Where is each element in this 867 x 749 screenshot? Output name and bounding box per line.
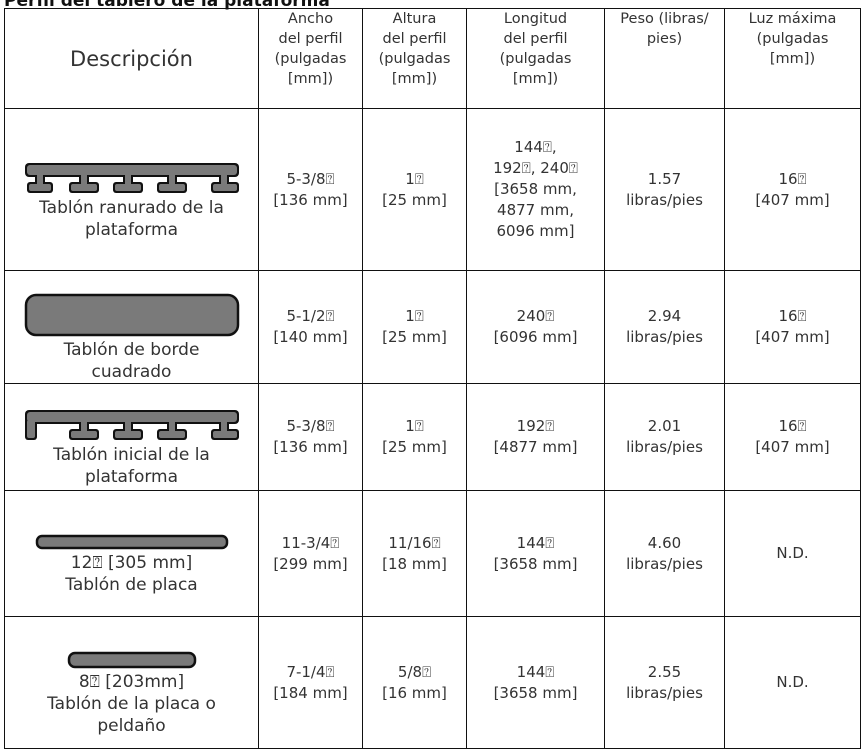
cell: N.D. [724, 490, 861, 617]
cell: 2.55 libras/pies [604, 616, 725, 749]
square-profile [24, 293, 239, 337]
description-text: Tablón inicial de la plataforma [53, 445, 210, 487]
row: Tablón de borde cuadrado 5-1/2⍰ [140 mm]… [4, 270, 861, 384]
description-cell: 12⍰ [305 mm] Tablón de placa [4, 490, 259, 617]
description-text: Tablón ranurado de la plataforma [39, 197, 224, 240]
cell: 144⍰, 192⍰, 240⍰ [3658 mm, 4877 mm, 6096… [466, 108, 605, 271]
cell: 1⍰ [25 mm] [362, 108, 467, 271]
header-row: Descripción Ancho del perfil (pulgadas [… [4, 8, 861, 109]
row: 8⍰ [203mm] Tablón de la placa o peldaño … [4, 616, 861, 749]
cell: 4.60 libras/pies [604, 490, 725, 617]
description-text: Tablón de borde cuadrado [63, 340, 200, 382]
description-cell: Tablón de borde cuadrado [4, 270, 259, 384]
column-header: Ancho del perfil (pulgadas [mm]) [258, 8, 363, 109]
cell: 5-1/2⍰ [140 mm] [258, 270, 363, 384]
cell: N.D. [724, 616, 861, 749]
cell: 11-3/4⍰ [299 mm] [258, 490, 363, 617]
column-header: Luz máxima (pulgadas [mm]) [724, 8, 861, 109]
cell: 1.57 libras/pies [604, 108, 725, 271]
spec-table: Descripción Ancho del perfil (pulgadas [… [4, 8, 861, 749]
cell: 16⍰ [407 mm] [724, 383, 861, 491]
page-title: Perfil del tablero de la plataforma [4, 0, 330, 11]
description-text: 12⍰ [305 mm] Tablón de placa [65, 552, 198, 595]
cell: 5-3/8⍰ [136 mm] [258, 108, 363, 271]
cell: 5-3/8⍰ [136 mm] [258, 383, 363, 491]
starter-profile [24, 410, 239, 440]
row: Tablón ranurado de la plataforma 5-3/8⍰ … [4, 108, 861, 271]
description-cell: Tablón inicial de la plataforma [4, 383, 259, 491]
cell: 5/8⍰ [16 mm] [362, 616, 467, 749]
step-profile [67, 651, 196, 668]
column-header: Altura del perfil (pulgadas [mm]) [362, 8, 467, 109]
row: 12⍰ [305 mm] Tablón de placa 11-3/4⍰ [29… [4, 490, 861, 617]
cell: 144⍰ [3658 mm] [466, 490, 605, 617]
plank-profile [35, 534, 228, 549]
description-cell: Tablón ranurado de la plataforma [4, 108, 259, 271]
cell: 2.01 libras/pies [604, 383, 725, 491]
cell: 7-1/4⍰ [184 mm] [258, 616, 363, 749]
cell: 16⍰ [407 mm] [724, 108, 861, 271]
column-header: Longitud del perfil (pulgadas [mm]) [466, 8, 605, 109]
grooved-profile [24, 162, 239, 193]
cell: 2.94 libras/pies [604, 270, 725, 384]
cell: 1⍰ [25 mm] [362, 383, 467, 491]
row: Tablón inicial de la plataforma 5-3/8⍰ [… [4, 383, 861, 491]
cell: 16⍰ [407 mm] [724, 270, 861, 384]
column-header: Peso (libras/ pies) [604, 8, 725, 109]
cell: 11/16⍰ [18 mm] [362, 490, 467, 617]
description-text: 8⍰ [203mm] Tablón de la placa o peldaño [47, 671, 216, 736]
description-cell: 8⍰ [203mm] Tablón de la placa o peldaño [4, 616, 259, 749]
cell: 144⍰ [3658 mm] [466, 616, 605, 749]
cell: 192⍰ [4877 mm] [466, 383, 605, 491]
column-header: Descripción [4, 8, 259, 109]
cell: 240⍰ [6096 mm] [466, 270, 605, 384]
cell: 1⍰ [25 mm] [362, 270, 467, 384]
